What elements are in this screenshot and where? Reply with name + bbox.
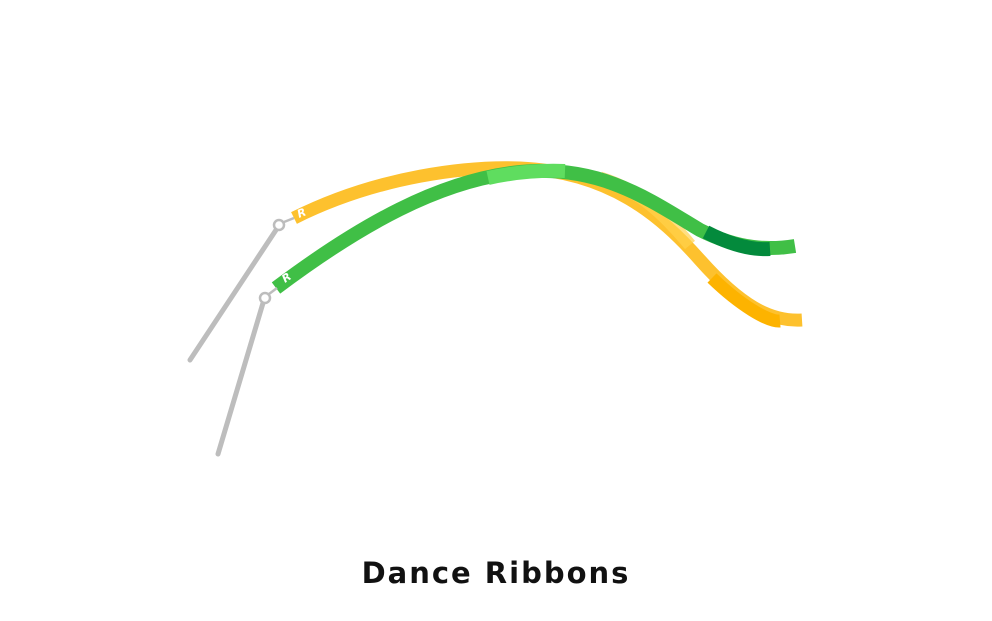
yellow-stick-ring [274, 220, 284, 230]
green-stick [218, 288, 277, 454]
green-ribbon-highlight [488, 171, 565, 178]
green-stick-handle [218, 303, 263, 454]
green-stick-ring [260, 293, 270, 303]
yellow-stick-connector [284, 218, 294, 222]
yellow-ribbon-shade [712, 278, 780, 321]
green-stick-connector [269, 288, 277, 294]
green-ribbon-shade [706, 232, 770, 249]
caption-title: Dance Ribbons [0, 556, 992, 590]
